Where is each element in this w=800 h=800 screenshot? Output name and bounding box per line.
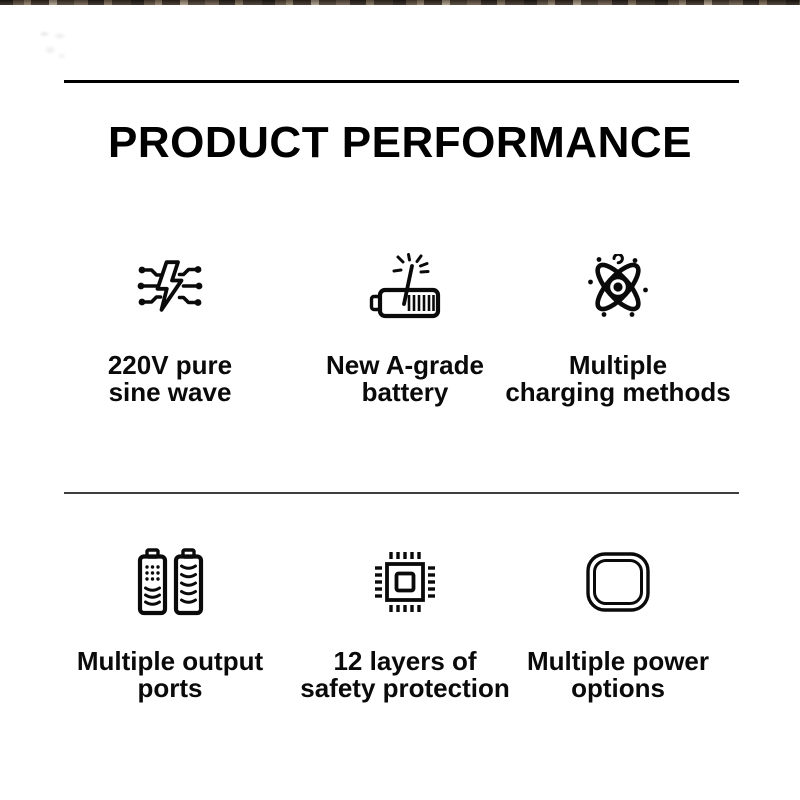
feature-12-layers-safety-protection: 12 layers of safety protection: [285, 548, 525, 702]
feature-label-line1: Multiple power: [527, 646, 709, 676]
circuit-lightning-icon: [137, 252, 203, 320]
feature-label-line2: battery: [361, 377, 449, 407]
page-title: PRODUCT PERFORMANCE: [108, 118, 692, 167]
feature-label: 220V pure sine wave: [108, 352, 232, 406]
feature-label: Multiple charging methods: [505, 352, 730, 406]
feature-label: Multiple power options: [527, 648, 709, 702]
feature-new-a-grade-battery: New A-grade battery: [285, 252, 525, 406]
feature-label-line2: sine wave: [108, 377, 232, 407]
feature-label-line2: options: [571, 673, 665, 703]
faint-watermark: [33, 26, 71, 66]
atom-icon: [587, 252, 649, 320]
feature-220v-pure-sine-wave: 220V pure sine wave: [50, 252, 290, 406]
feature-label-line1: Multiple output: [76, 646, 264, 676]
feature-label-line1: Multiple: [568, 350, 668, 380]
top-divider-line: [64, 80, 739, 83]
cpu-chip-icon: [371, 548, 439, 616]
middle-divider-line: [64, 492, 739, 494]
feature-label-line2: ports: [137, 673, 203, 703]
feature-label: Multiple output ports: [77, 648, 263, 702]
feature-label-line2: charging methods: [505, 377, 731, 407]
feature-multiple-power-options: Multiple power options: [498, 548, 738, 702]
dual-battery-icon: [132, 548, 208, 616]
feature-label: 12 layers of safety protection: [300, 648, 510, 702]
rounded-square-icon: [586, 548, 650, 616]
feature-label-line1: 12 layers of: [333, 646, 477, 676]
feature-label-line2: safety protection: [300, 673, 510, 703]
feature-multiple-output-ports: Multiple output ports: [50, 548, 290, 702]
feature-label-line1: 220V pure: [107, 350, 233, 380]
feature-label-line1: New A-grade: [326, 350, 484, 380]
top-texture-strip: [0, 0, 800, 5]
feature-label: New A-grade battery: [326, 352, 484, 406]
battery-gauge-icon: [368, 252, 442, 320]
feature-multiple-charging-methods: Multiple charging methods: [498, 252, 738, 406]
